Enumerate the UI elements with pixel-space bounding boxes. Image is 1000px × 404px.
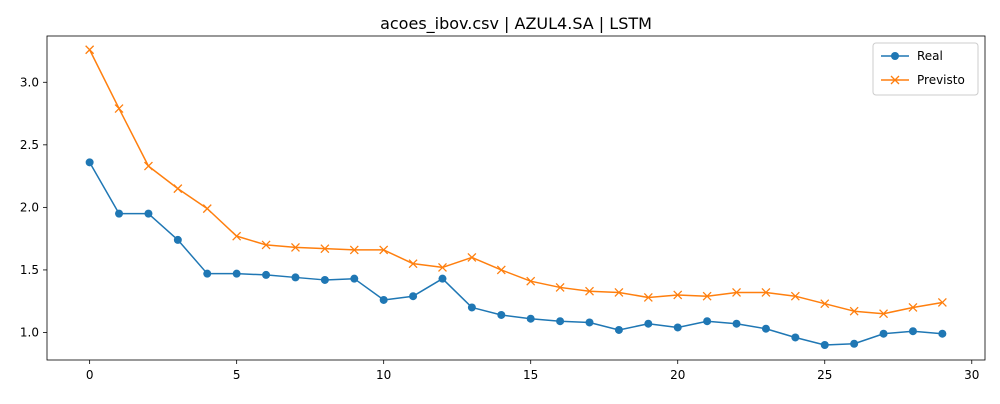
data-point — [232, 231, 242, 241]
data-point — [173, 235, 182, 244]
data-point — [644, 319, 653, 328]
data-point — [408, 259, 418, 269]
data-point — [732, 287, 741, 297]
data-point — [614, 287, 624, 297]
series-previsto — [85, 45, 947, 319]
data-point — [937, 297, 947, 307]
data-point — [585, 286, 594, 296]
data-point — [879, 309, 889, 319]
data-point — [585, 318, 594, 327]
data-point — [908, 302, 918, 312]
data-point — [497, 310, 506, 319]
data-point — [85, 45, 95, 55]
data-point — [173, 184, 183, 194]
data-point — [144, 209, 153, 218]
legend-marker — [890, 75, 900, 85]
data-point — [409, 292, 418, 301]
data-point — [496, 265, 506, 275]
data-point — [467, 303, 476, 312]
data-point — [879, 329, 888, 338]
data-point — [850, 339, 859, 348]
data-point — [673, 290, 683, 300]
data-point — [820, 299, 830, 309]
data-point — [379, 295, 388, 304]
data-point — [85, 158, 94, 167]
data-point — [526, 276, 536, 286]
data-point — [320, 275, 329, 284]
legend-label: Previsto — [917, 73, 965, 87]
legend-item-real: Real — [881, 49, 943, 63]
data-point — [849, 306, 859, 316]
data-point — [614, 325, 623, 334]
data-point — [203, 269, 212, 278]
series-line-previsto — [88, 49, 943, 315]
data-point — [438, 262, 447, 272]
x-tick-label: 20 — [670, 368, 685, 382]
data-point — [820, 340, 829, 349]
data-point — [291, 273, 300, 282]
x-tick-label: 0 — [86, 368, 94, 382]
data-point — [115, 209, 124, 218]
data-point — [320, 244, 330, 254]
data-point — [349, 245, 359, 255]
x-tick-label: 25 — [817, 368, 832, 382]
data-point — [232, 269, 241, 278]
data-point — [938, 329, 947, 338]
data-point — [143, 161, 153, 171]
data-point — [526, 314, 535, 323]
data-point — [761, 287, 771, 297]
data-point — [262, 270, 271, 279]
data-point — [702, 291, 712, 301]
y-tick-label: 3.0 — [20, 75, 39, 89]
data-point — [261, 240, 271, 250]
data-point — [379, 245, 389, 255]
x-tick-label: 10 — [376, 368, 391, 382]
x-tick-label: 15 — [523, 368, 538, 382]
data-point — [350, 274, 359, 283]
y-tick-label: 1.0 — [20, 325, 39, 339]
y-tick-label: 2.5 — [20, 138, 39, 152]
y-tick-label: 1.5 — [20, 263, 39, 277]
data-point — [791, 333, 800, 342]
data-point — [202, 204, 212, 214]
data-point — [438, 274, 447, 283]
series-real — [85, 158, 947, 349]
legend-marker — [891, 52, 899, 60]
axes-frame — [46, 35, 986, 361]
legend-item-previsto: Previsto — [881, 73, 965, 87]
x-tick-label: 30 — [964, 368, 979, 382]
data-point — [703, 317, 712, 326]
legend-label: Real — [917, 49, 943, 63]
data-point — [908, 327, 917, 336]
data-point — [732, 319, 741, 328]
data-point — [643, 292, 653, 302]
data-point — [761, 324, 770, 333]
plot-area — [85, 45, 947, 349]
legend: Real Previsto — [872, 42, 979, 96]
y-tick-label: 2.0 — [20, 200, 39, 214]
axes: 0 5 10 15 20 25 30 1.0 1.5 2.0 2.5 3.0 — [20, 35, 986, 382]
x-tick-label: 5 — [233, 368, 241, 382]
data-point — [556, 317, 565, 326]
data-point — [673, 323, 682, 332]
data-point — [467, 252, 477, 262]
data-point — [555, 282, 565, 292]
series-line-real — [88, 161, 943, 346]
chart-title: acoes_ibov.csv | AZUL4.SA | LSTM — [380, 14, 652, 34]
data-point — [790, 291, 800, 301]
data-point — [291, 242, 300, 252]
data-point — [114, 104, 124, 114]
